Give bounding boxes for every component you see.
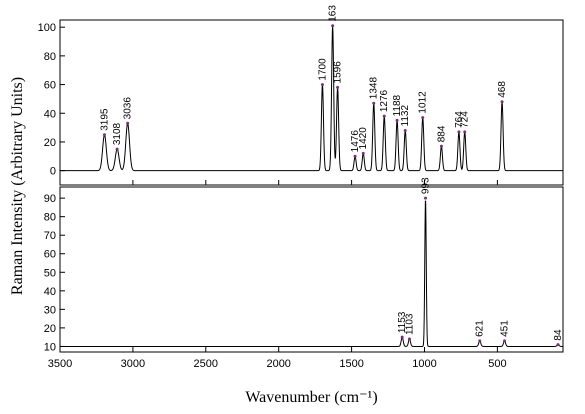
peak-point-1132 xyxy=(403,128,407,132)
peak-label-1420: 1420 xyxy=(358,127,369,150)
peak-label-724: 724 xyxy=(460,111,471,128)
peak-point-451 xyxy=(503,339,507,343)
peak-point-1276 xyxy=(382,114,386,118)
peak-label-1153: 1153 xyxy=(397,311,408,333)
peak-label-3108: 3108 xyxy=(112,122,123,145)
peak-label-884: 884 xyxy=(436,125,447,142)
x-tick-label: 2000 xyxy=(266,358,290,370)
peak-point-1476 xyxy=(353,154,357,158)
bottom-y-tick-label: 80 xyxy=(44,212,56,224)
peak-point-1012 xyxy=(421,116,425,120)
peak-point-1103 xyxy=(407,337,411,341)
bottom-y-tick-label: 10 xyxy=(44,341,56,353)
peak-label-1348: 1348 xyxy=(369,77,380,100)
top-y-tick-label: 100 xyxy=(38,22,56,34)
peak-label-764: 764 xyxy=(454,111,465,128)
peak-label-1103: 1103 xyxy=(404,313,415,335)
peak-label-84: 84 xyxy=(553,329,564,341)
peak-point-1700 xyxy=(320,83,324,87)
top-spectrum-line xyxy=(60,25,563,172)
peak-point-3195 xyxy=(102,133,106,137)
peak-label-3036: 3036 xyxy=(123,97,134,120)
peak-point-468 xyxy=(500,100,504,104)
bottom-y-tick-label: 20 xyxy=(44,323,56,335)
bottom-y-tick-label: 70 xyxy=(44,230,56,242)
top-y-tick-label: 80 xyxy=(44,51,56,63)
top-y-tick-label: 40 xyxy=(44,108,56,120)
peak-label-1476: 1476 xyxy=(350,130,361,153)
peak-label-1012: 1012 xyxy=(418,91,429,114)
x-tick-label: 2500 xyxy=(194,358,218,370)
peak-point-3108 xyxy=(115,147,119,151)
peak-point-724 xyxy=(463,130,467,134)
peak-label-993: 993 xyxy=(421,177,432,194)
peak-point-1348 xyxy=(372,101,376,105)
bottom-y-tick-label: 40 xyxy=(44,286,56,298)
peak-point-84 xyxy=(556,343,560,347)
peak-label-451: 451 xyxy=(500,320,511,337)
bottom-panel-frame xyxy=(59,186,564,353)
x-tick-label: 1000 xyxy=(412,358,436,370)
bottom-spectrum-line xyxy=(60,200,563,347)
peak-point-1153 xyxy=(400,335,404,339)
peak-label-1188: 1188 xyxy=(392,94,403,116)
x-axis-title: Wavenumber (cm⁻¹) xyxy=(245,389,377,406)
bottom-y-tick-label: 90 xyxy=(44,193,56,205)
bottom-y-tick-label: 50 xyxy=(44,267,56,279)
y-axis-title: Raman Intensity (Arbitrary Units) xyxy=(9,77,26,295)
peak-label-1596: 1596 xyxy=(333,61,344,84)
peak-point-3036 xyxy=(126,121,130,125)
peak-label-3195: 3195 xyxy=(99,108,110,131)
peak-point-621 xyxy=(478,339,482,343)
peak-point-1420 xyxy=(361,151,365,155)
x-tick-label: 3500 xyxy=(48,358,72,370)
peak-label-1276: 1276 xyxy=(379,89,390,112)
top-y-tick-label: 60 xyxy=(44,80,56,92)
peak-point-764 xyxy=(457,130,461,134)
peak-point-1596 xyxy=(336,85,340,89)
peak-point-993 xyxy=(424,196,428,200)
x-tick-label: 500 xyxy=(488,358,506,370)
x-tick-label: 1500 xyxy=(339,358,363,370)
top-y-tick-label: 20 xyxy=(44,137,56,149)
peak-label-163: 163 xyxy=(328,5,339,22)
top-y-tick-label: 0 xyxy=(50,166,56,178)
x-tick-label: 3000 xyxy=(121,358,145,370)
peak-label-1132: 1132 xyxy=(400,105,411,127)
peak-point-884 xyxy=(439,144,443,148)
peak-label-1700: 1700 xyxy=(317,58,328,81)
peak-label-621: 621 xyxy=(475,320,486,337)
top-panel-frame xyxy=(59,19,564,186)
bottom-y-tick-label: 30 xyxy=(44,304,56,316)
bottom-y-tick-label: 60 xyxy=(44,249,56,261)
peak-point-163 xyxy=(331,24,335,28)
peak-label-468: 468 xyxy=(497,81,508,98)
peak-point-1188 xyxy=(395,118,399,122)
